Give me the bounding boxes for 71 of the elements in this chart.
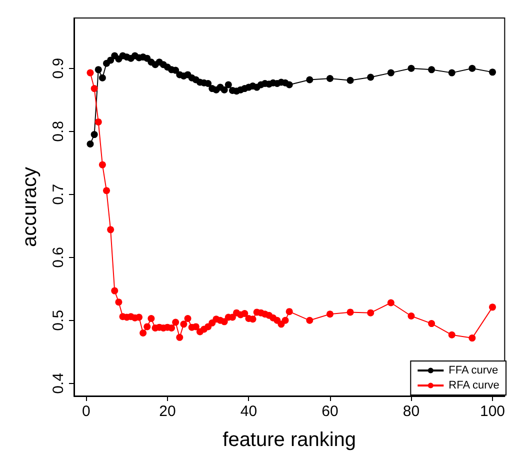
point: [111, 287, 118, 294]
point: [136, 314, 143, 321]
point: [448, 331, 456, 338]
point: [488, 304, 496, 311]
point: [168, 324, 176, 332]
y-tick-label: 0.7: [50, 184, 67, 205]
point: [172, 318, 180, 326]
point: [204, 80, 212, 88]
point: [408, 312, 415, 320]
point: [346, 76, 354, 84]
point: [286, 81, 293, 88]
x-tick-label: 40: [240, 403, 258, 420]
x-tick-label: 20: [159, 403, 176, 420]
x-axis-title: feature ranking: [222, 429, 356, 451]
point: [286, 308, 293, 316]
point: [98, 161, 106, 168]
x-tick-label: 80: [402, 403, 420, 420]
point: [98, 74, 106, 82]
point: [468, 64, 476, 72]
x-tick-label: 60: [322, 403, 338, 420]
point: [180, 320, 188, 328]
point: [488, 68, 496, 76]
point: [172, 66, 180, 74]
x-tick-label: 100: [480, 403, 505, 420]
point: [367, 74, 374, 81]
point: [326, 310, 334, 318]
point: [86, 140, 94, 148]
legend-label: FFA curve: [448, 364, 498, 376]
y-tick-label: 0.6: [50, 246, 67, 268]
y-tick-label: 0.8: [50, 120, 67, 142]
point: [220, 318, 228, 326]
point: [144, 323, 151, 330]
point: [408, 64, 415, 72]
point: [90, 131, 98, 138]
point: [468, 334, 476, 342]
legend-label: RFA curve: [448, 380, 500, 392]
point: [184, 315, 192, 322]
y-tick-label: 0.4: [50, 372, 67, 394]
y-axis-title: accuracy: [19, 166, 41, 248]
point: [326, 74, 334, 82]
point: [346, 308, 354, 316]
point: [115, 298, 122, 306]
point: [387, 299, 394, 306]
point: [428, 66, 436, 74]
point: [86, 69, 94, 76]
point: [306, 316, 314, 324]
point: [282, 316, 289, 324]
point: [94, 118, 102, 126]
point: [249, 316, 256, 323]
point: [107, 56, 114, 64]
point: [220, 86, 228, 94]
x-tick-label: 0: [82, 403, 90, 420]
y-tick-label: 0.9: [50, 58, 67, 79]
point: [208, 319, 216, 326]
point: [224, 81, 232, 88]
point: [367, 309, 374, 316]
point: [148, 315, 155, 322]
point: [103, 187, 110, 194]
point: [94, 66, 102, 74]
point: [306, 76, 314, 84]
point: [448, 69, 456, 76]
point: [192, 323, 200, 330]
point: [90, 85, 98, 92]
point: [140, 330, 147, 336]
point: [428, 320, 436, 328]
point: [176, 334, 184, 341]
point: [387, 69, 394, 76]
point: [241, 310, 248, 317]
point: [274, 316, 281, 324]
point: [107, 226, 114, 234]
y-tick-label: 0.5: [50, 310, 67, 331]
